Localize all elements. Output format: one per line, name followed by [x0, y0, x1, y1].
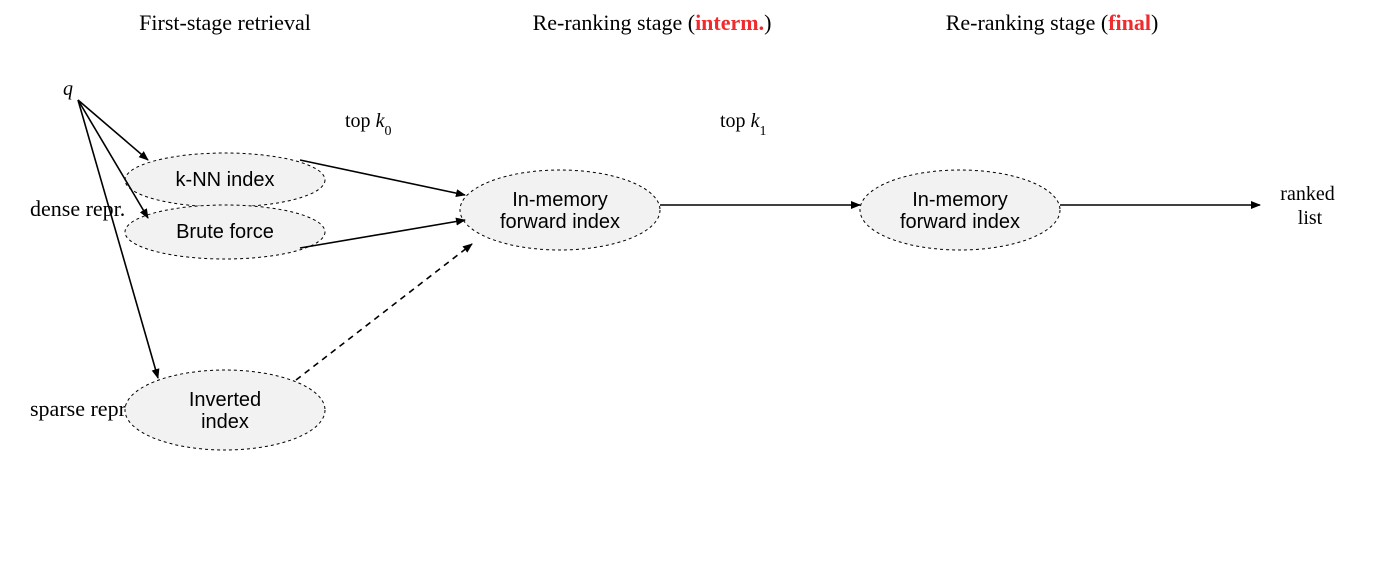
edge-5 [296, 244, 472, 380]
edge-3 [300, 160, 465, 195]
edge-label-top_k0: top k0 [345, 110, 391, 139]
stage-second-interm: interm. [695, 10, 764, 35]
row-sparse-label: sparse repr. [30, 396, 130, 421]
pipeline-diagram: First-stage retrieval Re-ranking stage (… [0, 0, 1394, 575]
edge-0 [78, 100, 148, 160]
node-brute-label: Brute force [176, 221, 274, 243]
nodes-group: k-NN index Brute force Invertedindex In-mem… [125, 153, 1060, 450]
node-fwd1: In-memoryforward index [460, 170, 660, 250]
stage-third-title: Re-ranking stage (final) [946, 10, 1159, 35]
query-label: q [63, 78, 73, 100]
node-inverted: Invertedindex [125, 370, 325, 450]
stage-first-title: First-stage retrieval [139, 10, 311, 35]
ranked-list-label: ranked list [1280, 183, 1339, 229]
node-brute: Brute force [125, 205, 325, 259]
stage-second-title: Re-ranking stage (interm.) [533, 10, 772, 35]
edge-label-top_k1: top k1 [720, 110, 766, 139]
node-fwd2: In-memoryforward index [860, 170, 1060, 250]
node-fwd2-label: In-memoryforward index [900, 189, 1020, 233]
node-fwd1-label: In-memoryforward index [500, 189, 620, 233]
node-knn: k-NN index [125, 153, 325, 207]
node-knn-label: k-NN index [176, 169, 275, 191]
stage-third-final: final [1108, 10, 1151, 35]
